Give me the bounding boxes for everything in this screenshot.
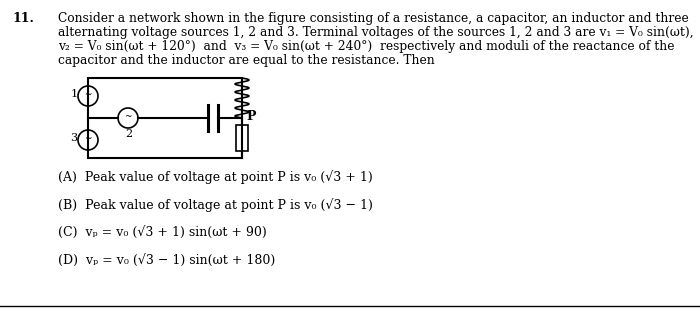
Text: (B)  Peak value of voltage at point P is v₀ (√3 − 1): (B) Peak value of voltage at point P is … (58, 198, 373, 212)
Text: (A)  Peak value of voltage at point P is v₀ (√3 + 1): (A) Peak value of voltage at point P is … (58, 170, 372, 184)
Text: alternating voltage sources 1, 2 and 3. Terminal voltages of the sources 1, 2 an: alternating voltage sources 1, 2 and 3. … (58, 26, 694, 39)
Text: (C)  vₚ = v₀ (√3 + 1) sin(ωt + 90): (C) vₚ = v₀ (√3 + 1) sin(ωt + 90) (58, 226, 267, 239)
Text: 3: 3 (71, 133, 78, 143)
Text: v₂ = V₀ sin(ωt + 120°)  and  v₃ = V₀ sin(ωt + 240°)  respectively and moduli of : v₂ = V₀ sin(ωt + 120°) and v₃ = V₀ sin(ω… (58, 40, 675, 53)
Text: P: P (246, 109, 256, 122)
Text: Consider a network shown in the figure consisting of a resistance, a capacitor, : Consider a network shown in the figure c… (58, 12, 689, 25)
Text: 11.: 11. (12, 12, 34, 25)
Text: 1: 1 (71, 89, 78, 99)
Text: ~: ~ (84, 135, 92, 144)
Text: capacitor and the inductor are equal to the resistance. Then: capacitor and the inductor are equal to … (58, 54, 435, 67)
Bar (88, 78, 242, 158)
Bar (236, 125, 248, 151)
Text: (D)  vₚ = v₀ (√3 − 1) sin(ωt + 180): (D) vₚ = v₀ (√3 − 1) sin(ωt + 180) (58, 254, 275, 267)
Text: ~: ~ (125, 113, 132, 122)
Text: 2: 2 (125, 129, 132, 139)
Text: ~: ~ (84, 91, 92, 100)
